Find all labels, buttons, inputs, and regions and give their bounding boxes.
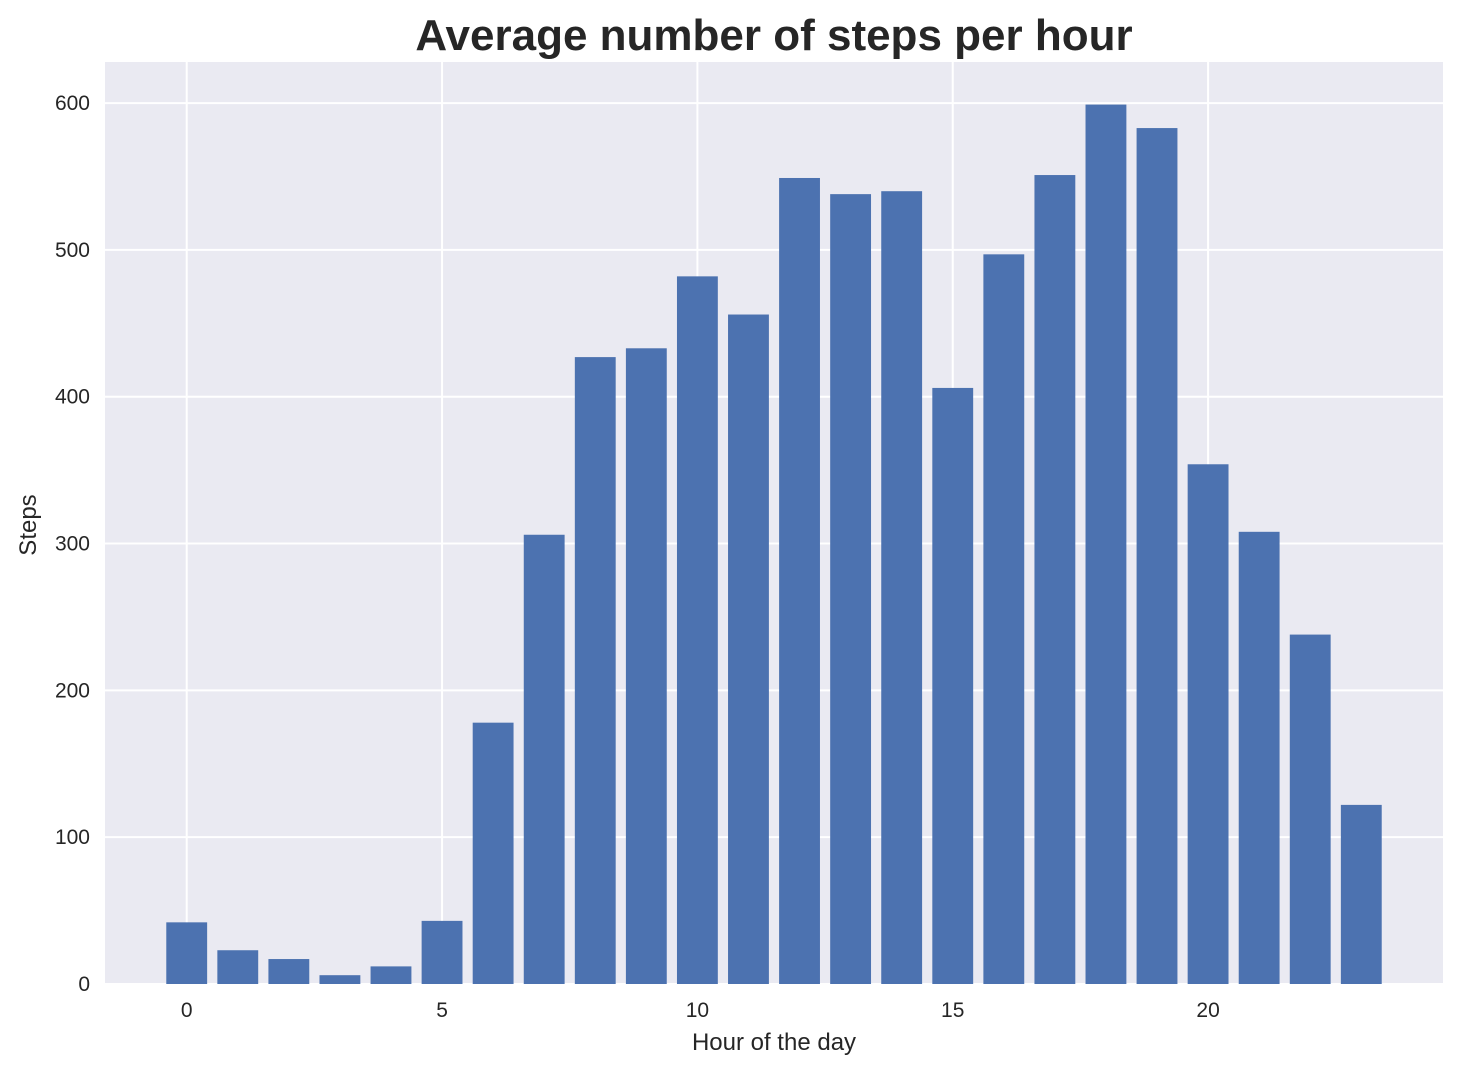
bars: [166, 104, 1382, 985]
x-tick-label-15: 15: [941, 999, 964, 1022]
x-tick-label-20: 20: [1196, 999, 1219, 1022]
x-tick-label-5: 5: [436, 999, 448, 1022]
bar-hour-8: [574, 357, 616, 984]
y-ticks: 0 100 200 300 400 500 600: [55, 92, 90, 996]
x-tick-label-10: 10: [686, 999, 709, 1022]
x-ticks: 0 5 10 15 20: [181, 999, 1220, 1022]
y-tick-label-200: 200: [55, 679, 90, 702]
y-tick-label-0: 0: [78, 973, 90, 996]
x-tick-label-0: 0: [181, 999, 193, 1022]
y-tick-label-300: 300: [55, 533, 90, 556]
bar-hour-17: [1034, 175, 1076, 984]
bar-hour-14: [881, 191, 923, 984]
bar-hour-15: [932, 387, 974, 984]
bar-hour-0: [166, 922, 208, 984]
bar-hour-21: [1238, 531, 1280, 984]
bar-hour-10: [676, 276, 718, 984]
bar-hour-23: [1340, 804, 1382, 984]
bar-hour-11: [728, 314, 769, 984]
y-tick-label-100: 100: [55, 826, 90, 849]
bar-hour-16: [983, 254, 1025, 985]
y-axis-label: Steps: [15, 494, 42, 555]
y-tick-label-500: 500: [55, 239, 90, 262]
bar-hour-13: [830, 194, 872, 984]
bar-hour-19: [1136, 128, 1178, 984]
bar-hour-4: [370, 966, 412, 984]
bar-hour-1: [217, 950, 259, 984]
bar-hour-2: [268, 959, 310, 984]
bar-hour-7: [523, 534, 565, 984]
y-tick-label-600: 600: [55, 92, 90, 115]
bar-hour-20: [1187, 464, 1229, 984]
bar-hour-5: [421, 920, 463, 984]
bar-hour-18: [1085, 104, 1127, 985]
bar-hour-9: [625, 348, 667, 984]
chart-title: Average number of steps per hour: [415, 11, 1132, 60]
bar-hour-6: [472, 722, 514, 984]
x-axis-label: Hour of the day: [692, 1029, 856, 1056]
y-tick-label-400: 400: [55, 386, 90, 409]
bar-hour-22: [1289, 634, 1331, 984]
bar-hour-12: [779, 177, 820, 984]
bar-hour-3: [319, 975, 361, 984]
